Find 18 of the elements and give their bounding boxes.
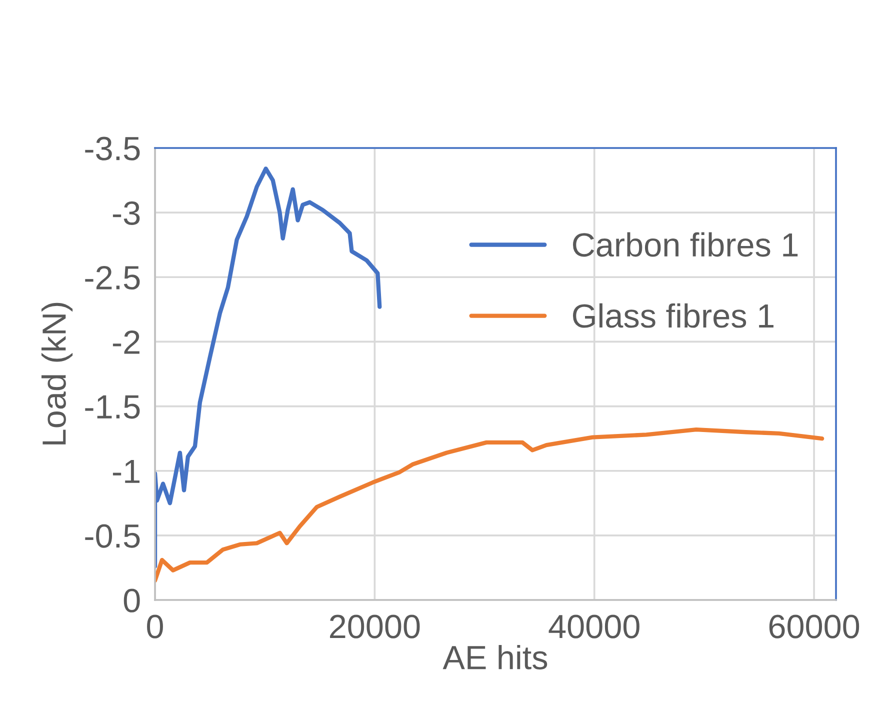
legend-label: Carbon fibres 1 xyxy=(573,232,798,257)
x-tick-label: 40000 xyxy=(548,614,640,638)
line-series xyxy=(155,166,382,569)
y-axis-title: Load (kN) xyxy=(41,302,73,444)
legend-label: Glass fibres 1 xyxy=(572,303,774,328)
y-tick-label: -1 xyxy=(112,460,140,483)
y-tick-label: -0.5 xyxy=(85,524,140,548)
x-tick-label: 0 xyxy=(147,614,163,638)
y-tick-label: -2 xyxy=(112,330,140,354)
y-tick-label: 0 xyxy=(124,588,140,612)
y-tick-label: -3 xyxy=(112,201,140,225)
y-tick-label: -1.5 xyxy=(85,395,140,419)
line-series xyxy=(155,427,824,583)
x-tick-label: 20000 xyxy=(330,614,420,638)
x-axis-title: AE hits xyxy=(442,644,548,670)
x-tick-label: 60000 xyxy=(769,614,860,638)
y-tick-label: -3.5 xyxy=(85,136,140,160)
y-tick-label: -2.5 xyxy=(85,266,140,290)
